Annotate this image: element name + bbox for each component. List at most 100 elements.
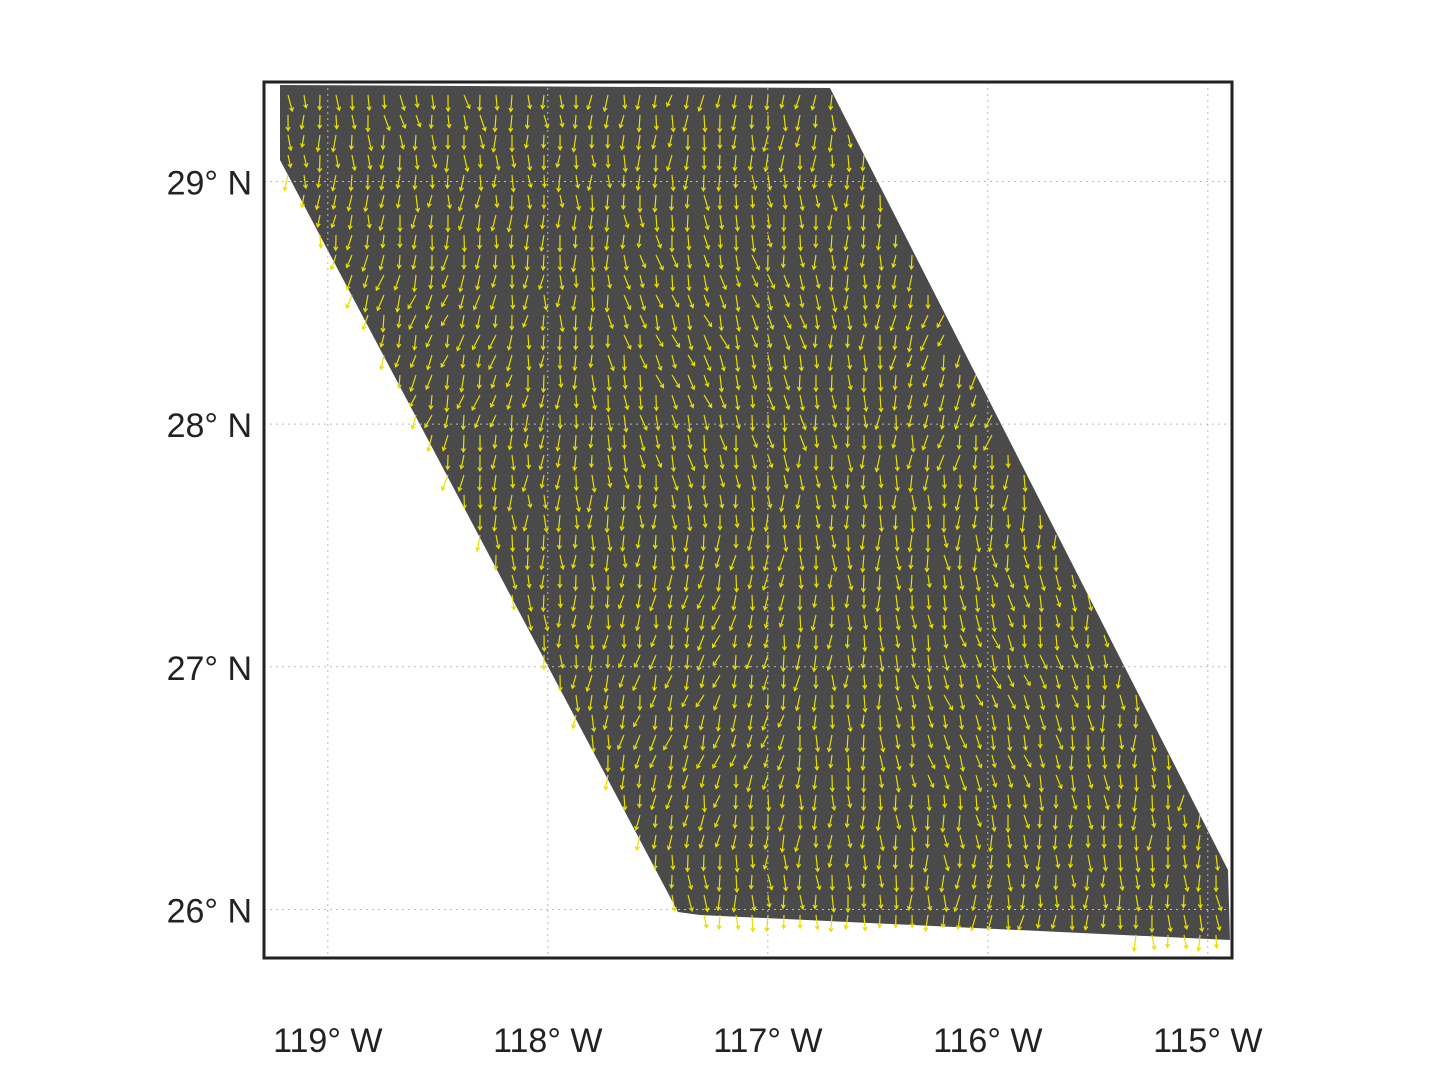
arrow xyxy=(827,354,833,372)
arrow xyxy=(878,514,884,533)
arrow xyxy=(506,394,513,411)
arrow xyxy=(460,414,466,431)
arrow xyxy=(1199,914,1205,933)
arrow xyxy=(1068,814,1074,830)
map-frame xyxy=(262,80,1234,960)
arrow xyxy=(669,234,675,253)
arrow xyxy=(639,274,645,289)
arrow xyxy=(330,174,337,192)
arrow xyxy=(750,514,756,533)
arrow xyxy=(812,114,819,129)
arrow xyxy=(489,394,497,409)
arrow xyxy=(733,794,739,810)
arrow xyxy=(1102,674,1108,691)
arrow xyxy=(746,534,753,552)
arrow xyxy=(543,294,549,311)
arrow xyxy=(1102,754,1108,770)
arrow xyxy=(333,234,339,252)
arrow xyxy=(815,494,821,511)
arrow xyxy=(781,634,788,652)
arrow xyxy=(491,174,497,189)
arrow xyxy=(1083,614,1090,632)
arrow xyxy=(458,274,465,293)
arrow xyxy=(572,374,578,391)
arrow xyxy=(762,654,769,670)
arrow xyxy=(619,574,625,589)
arrow xyxy=(1131,794,1138,813)
arrow xyxy=(633,734,641,751)
arrow xyxy=(683,154,689,171)
arrow xyxy=(811,174,817,190)
arrow xyxy=(860,514,867,530)
arrow xyxy=(778,614,785,628)
arrow xyxy=(365,114,371,133)
arrow xyxy=(510,254,516,270)
arrow xyxy=(799,254,805,268)
arrow xyxy=(540,374,547,394)
arrow xyxy=(653,114,660,131)
arrow xyxy=(441,294,449,308)
arrow xyxy=(555,454,561,469)
y-tick-label: 27° N xyxy=(167,650,252,688)
arrow xyxy=(399,134,406,150)
arrow xyxy=(494,94,500,111)
arrow xyxy=(521,474,529,493)
arrow xyxy=(540,214,546,230)
arrow xyxy=(1086,794,1092,811)
arrow xyxy=(750,914,756,933)
arrow xyxy=(602,714,609,731)
arrow xyxy=(810,614,817,632)
arrow xyxy=(862,494,868,510)
arrow xyxy=(959,614,966,633)
arrow xyxy=(623,294,632,311)
arrow xyxy=(349,94,355,111)
arrow xyxy=(797,234,804,252)
arrow xyxy=(939,414,945,430)
arrow xyxy=(1100,874,1106,889)
arrow xyxy=(655,434,661,450)
arrow xyxy=(713,694,721,711)
arrow xyxy=(459,314,465,329)
arrow xyxy=(383,114,391,132)
arrow xyxy=(618,674,625,689)
arrow xyxy=(540,594,546,613)
arrow xyxy=(892,394,898,412)
arrow xyxy=(506,334,513,351)
arrow xyxy=(988,494,995,509)
arrow xyxy=(649,594,657,612)
arrow xyxy=(1102,854,1109,872)
arrow xyxy=(636,134,642,151)
arrow xyxy=(698,554,705,571)
arrow xyxy=(602,94,609,113)
arrow xyxy=(783,374,791,391)
arrow xyxy=(750,214,756,230)
arrow xyxy=(1037,614,1044,632)
arrow xyxy=(687,454,696,472)
arrow xyxy=(671,314,678,332)
arrow xyxy=(1182,814,1188,829)
arrow xyxy=(701,154,707,171)
arrow xyxy=(1067,834,1073,849)
arrow xyxy=(909,914,915,929)
arrow xyxy=(795,114,801,132)
arrow xyxy=(603,254,609,272)
arrow xyxy=(715,714,721,732)
arrow xyxy=(636,494,642,511)
arrow xyxy=(511,154,517,169)
arrow xyxy=(458,174,465,192)
arrow xyxy=(1165,934,1171,949)
arrow xyxy=(639,514,645,529)
arrow xyxy=(731,114,737,132)
arrow xyxy=(908,794,914,810)
arrow xyxy=(799,474,805,492)
arrow xyxy=(779,94,785,110)
arrow xyxy=(415,114,422,128)
arrow xyxy=(972,454,978,471)
arrow xyxy=(874,414,881,431)
arrow xyxy=(591,574,597,592)
arrow xyxy=(635,534,641,550)
arrow xyxy=(874,314,881,331)
arrow xyxy=(651,94,658,109)
arrow xyxy=(991,574,999,588)
arrow xyxy=(287,154,293,169)
